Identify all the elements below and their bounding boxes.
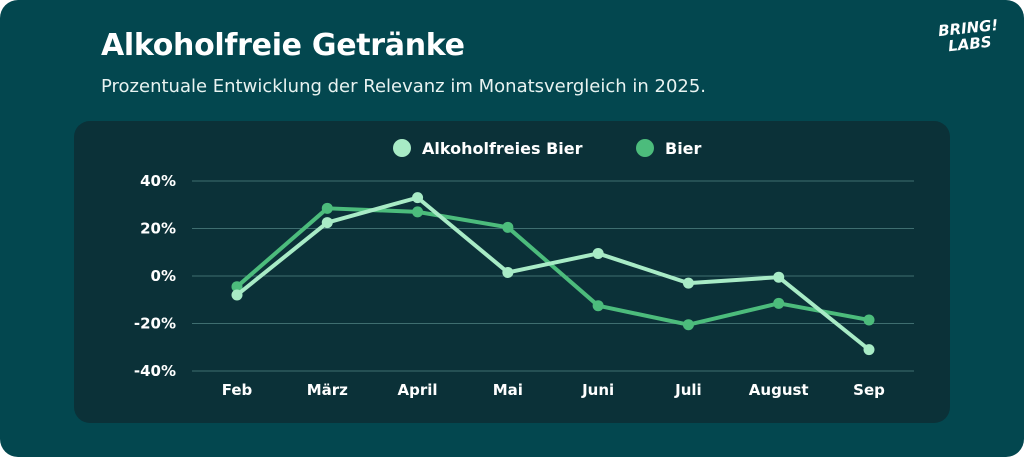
- data-point: [773, 297, 785, 309]
- legend-label: Bier: [665, 139, 702, 158]
- legend-marker: [636, 139, 654, 157]
- series-line: [235, 195, 871, 352]
- data-point: [773, 271, 785, 283]
- y-tick-label: -40%: [134, 362, 176, 380]
- data-point: [502, 266, 514, 278]
- x-tick-label: Mai: [493, 381, 523, 399]
- y-tick-label: 40%: [140, 172, 176, 190]
- y-tick-label: 20%: [140, 220, 176, 238]
- data-point: [863, 314, 875, 326]
- data-point: [321, 217, 333, 229]
- series-line: [235, 206, 871, 327]
- data-point: [502, 221, 514, 233]
- data-point: [231, 289, 243, 301]
- x-tick-label: Feb: [222, 381, 253, 399]
- data-point: [412, 192, 424, 204]
- x-tick-label: März: [307, 381, 348, 399]
- chart-subtitle: Prozentuale Entwicklung der Relevanz im …: [101, 76, 707, 97]
- data-point: [321, 202, 333, 214]
- legend-marker: [393, 139, 411, 157]
- x-tick-label: August: [749, 381, 809, 399]
- data-point: [682, 277, 694, 289]
- data-point: [592, 300, 604, 312]
- x-tick-label: April: [398, 381, 438, 399]
- x-tick-label: Juli: [674, 381, 702, 399]
- x-tick-label: Juni: [581, 381, 614, 399]
- y-tick-label: -20%: [134, 315, 176, 333]
- data-point: [231, 281, 243, 293]
- data-point: [592, 247, 604, 259]
- data-point: [863, 344, 875, 356]
- y-tick-label: 0%: [151, 267, 176, 285]
- chart-title: Alkoholfreie Getränke: [101, 28, 465, 63]
- legend-label: Alkoholfreies Bier: [422, 139, 583, 158]
- data-point: [682, 319, 694, 331]
- data-point: [412, 206, 424, 218]
- x-tick-label: Sep: [853, 381, 885, 399]
